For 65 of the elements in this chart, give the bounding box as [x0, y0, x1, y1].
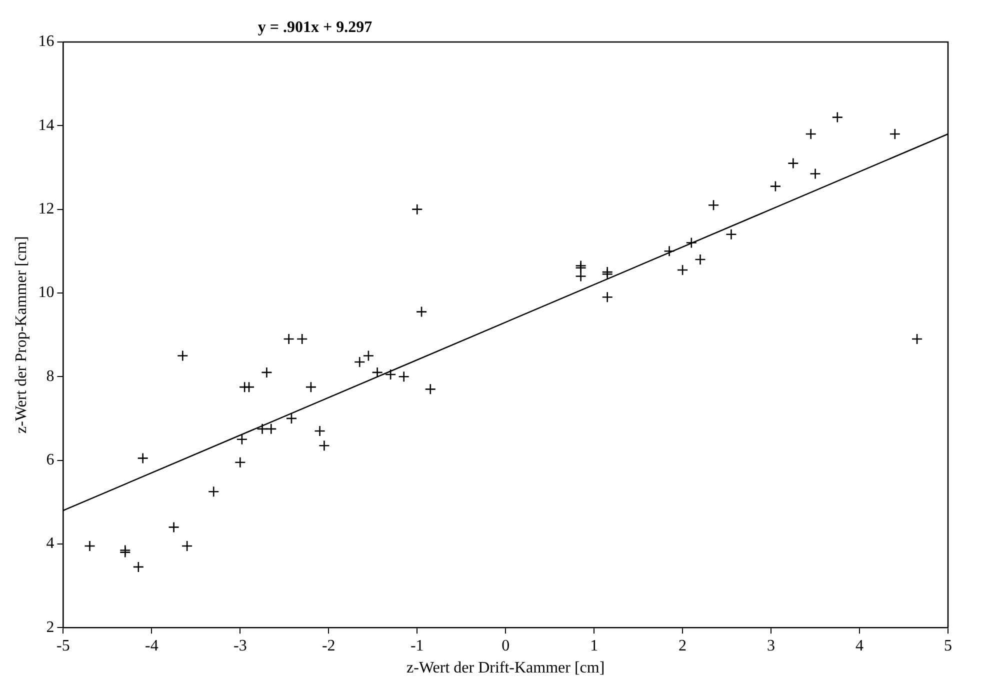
point: [318, 440, 330, 452]
y-tick-label: 8: [46, 368, 54, 385]
point: [256, 423, 268, 435]
x-tick-label: 0: [502, 637, 510, 654]
y-tick-label: 10: [38, 284, 54, 302]
x-tick-label: -1: [410, 637, 424, 654]
point: [283, 333, 294, 345]
point: [416, 306, 428, 318]
point: [424, 384, 436, 395]
y-tick-label: 4: [46, 535, 54, 552]
point: [265, 423, 277, 435]
point: [137, 452, 148, 464]
point: [602, 266, 613, 278]
point: [694, 254, 706, 266]
point: [168, 522, 180, 533]
point: [770, 180, 782, 192]
point: [286, 412, 298, 424]
point: [384, 368, 396, 380]
point: [84, 540, 96, 552]
point: [372, 366, 383, 378]
y-axis-title: z-Wert der Prop-Kammer [cm]: [12, 236, 30, 434]
point: [362, 350, 374, 362]
point: [132, 561, 144, 573]
point: [664, 245, 675, 257]
point: [236, 434, 248, 446]
point: [832, 112, 844, 123]
point: [726, 228, 737, 240]
point: [602, 292, 613, 303]
point: [208, 486, 220, 498]
point: [261, 366, 272, 378]
x-tick-label: 5: [944, 637, 952, 654]
point: [575, 260, 586, 272]
point: [398, 370, 410, 382]
point: [575, 270, 586, 282]
x-tick-label: -5: [56, 637, 70, 654]
point: [686, 237, 698, 248]
point: [911, 333, 923, 345]
point: [889, 128, 901, 140]
x-tick-label: -4: [145, 637, 158, 654]
y-tick-label: 6: [46, 451, 54, 468]
point: [676, 264, 688, 276]
x-tick-label: 3: [767, 637, 776, 654]
y-tick-label: 14: [38, 116, 54, 134]
point: [708, 199, 720, 211]
point: [177, 350, 188, 362]
point: [181, 540, 193, 552]
point: [234, 456, 246, 468]
y-tick-label: 12: [38, 200, 54, 218]
x-tick-label: 2: [678, 637, 687, 654]
point: [314, 425, 326, 437]
x-tick-label: -3: [233, 637, 247, 654]
point: [788, 158, 799, 169]
x-tick-label: 1: [590, 637, 598, 654]
x-tick-label: 4: [856, 637, 864, 654]
point: [411, 204, 423, 215]
y-tick-label: 2: [46, 618, 54, 636]
chart-title: y = .901x + 9.297: [258, 19, 372, 36]
point: [810, 168, 821, 180]
x-axis-title: z-Wert der Drift-Kammer [cm]: [406, 660, 605, 677]
x-tick-label: -2: [322, 637, 336, 654]
point: [305, 381, 317, 393]
point: [296, 333, 308, 345]
point: [805, 128, 817, 140]
point: [354, 356, 366, 368]
y-tick-label: 16: [38, 33, 54, 50]
